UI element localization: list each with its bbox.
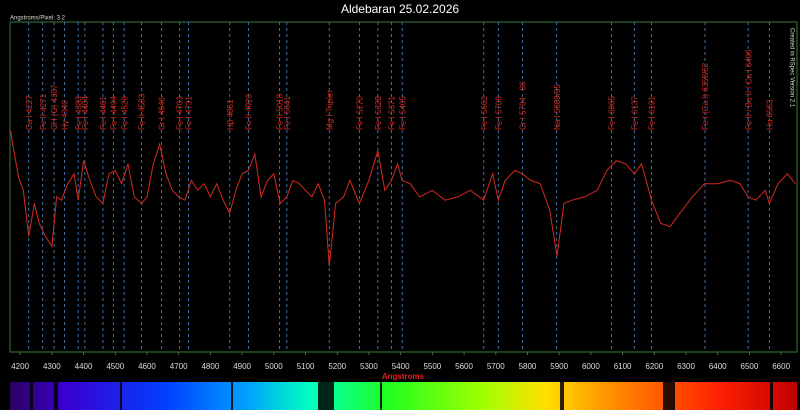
spectral-line-label: Fe I 5708 <box>494 96 503 130</box>
x-tick-label: 4800 <box>201 362 219 371</box>
x-tick-label: 5700 <box>487 362 505 371</box>
x-tick-label: 5200 <box>328 362 346 371</box>
spectral-line-label: Fe II 4271 <box>39 93 48 130</box>
spectrum-line <box>10 130 796 267</box>
spectral-line-label: Ca I 4227 <box>25 95 34 130</box>
x-tick-label: 6500 <box>741 362 759 371</box>
spectral-line-label: Fe I 4494 <box>109 96 118 130</box>
spectral-line-label: Fe I 5041 <box>283 96 292 130</box>
chart-title: Aldebaran 25.02.2026 <box>341 2 459 16</box>
x-tick-label: 5100 <box>297 362 315 371</box>
spectral-line-label: CH (G) 4307 <box>50 84 59 130</box>
spectral-line-label: Fe I 4703 <box>176 96 185 130</box>
x-tick-label: 4300 <box>43 362 61 371</box>
x-tick-label: 5400 <box>392 362 410 371</box>
spectral-line-label: Na I 5889/95 <box>553 84 562 130</box>
spectral-line-label: Fe I 5328 <box>374 96 383 130</box>
spectral-line-label: Fe I 4731 <box>185 96 194 130</box>
x-tick-label: 4700 <box>170 362 188 371</box>
spectral-line-label: Hα 6563 <box>766 99 775 130</box>
x-tick-label: 5300 <box>360 362 378 371</box>
x-tick-label: 5600 <box>455 362 473 371</box>
x-tick-label: 4600 <box>138 362 156 371</box>
x-tick-label: 4200 <box>11 362 29 371</box>
spectral-line-label: Fe I 5405 <box>398 96 407 130</box>
note: Angstroms/Pixel: 3.2 <box>10 16 66 22</box>
x-tick-label: 6300 <box>677 362 695 371</box>
x-tick-label: 5500 <box>423 362 441 371</box>
x-tick-label: 4500 <box>106 362 124 371</box>
x-tick-label: 5800 <box>519 362 537 371</box>
plot-frame <box>9 21 798 353</box>
spectral-line-label: Cr I 4646 <box>158 97 167 130</box>
x-tick-label: 6600 <box>772 362 790 371</box>
spectral-line-label: Mg I Triplet <box>325 90 334 130</box>
spectrum-strip <box>10 382 797 410</box>
spectral-line-label: Fe I 4383 <box>74 96 83 130</box>
spectral-line-label: Fe I 6137 <box>630 96 639 130</box>
spectral-line-label: Cr I 5784 , 86 <box>519 81 528 130</box>
credit: Created in RSpec Version 2.1 <box>788 28 794 108</box>
spectral-line-label: Fe I 6191 <box>648 96 657 130</box>
spectral-line-label: Fe I 5270 <box>356 96 365 130</box>
spectral-line-label: Fe I 5662 <box>480 96 489 130</box>
x-tick-label: 5000 <box>265 362 283 371</box>
x-tick-label: 6400 <box>709 362 727 371</box>
spectral-line-label: Fe II 4920 <box>245 93 254 130</box>
spectral-line-label: Fe I 4404 <box>81 96 90 130</box>
spectral-line-label: Fe II / Ba II / Ca I 6496 <box>744 49 753 130</box>
x-tick-label: 6200 <box>645 362 663 371</box>
x-tick-label: 6100 <box>614 362 632 371</box>
spectral-line-label: Fe I 4528 <box>120 96 129 130</box>
spectral-line-label: Fe I 4461 <box>99 96 108 130</box>
spectral-line-label: Fe I 5371 <box>388 96 397 130</box>
spectral-line-label: Fe I 6065 <box>608 96 617 130</box>
spectral-line-label: Fe II 4583 <box>138 93 147 130</box>
x-tick-label: 5900 <box>550 362 568 371</box>
spectral-line-label: Hγ 4340 <box>61 100 70 130</box>
x-tick-label: 4400 <box>75 362 93 371</box>
spectral-line-label: Fe I (Ca I) 6358/62 <box>701 62 710 130</box>
x-axis-label: Angstroms <box>382 372 425 381</box>
strip-shading <box>30 382 773 410</box>
spectral-line-label: Hβ 4861 <box>226 99 235 130</box>
spectral-line-label: Fe II 5018 <box>276 93 285 130</box>
x-tick-label: 4900 <box>233 362 251 371</box>
x-tick-label: 6000 <box>582 362 600 371</box>
